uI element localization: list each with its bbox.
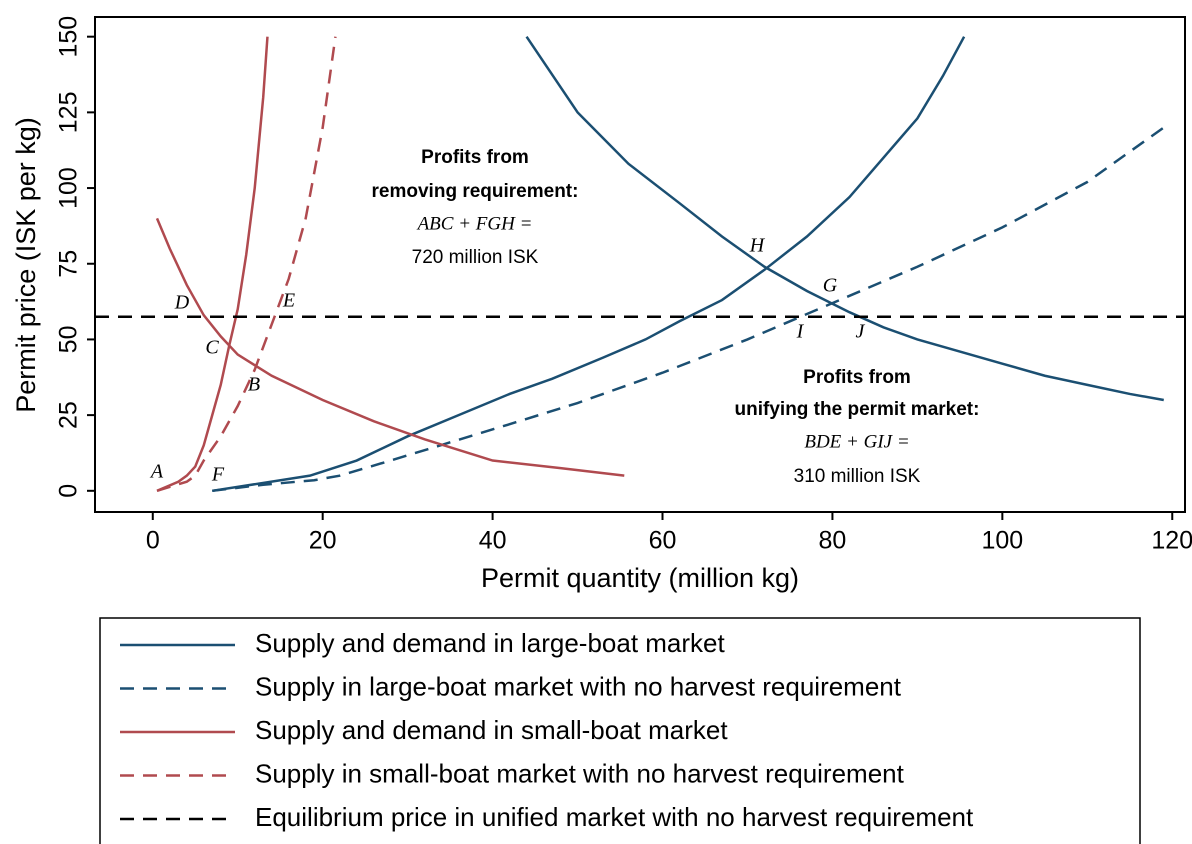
point-label: D [174, 292, 190, 314]
y-tick-label: 100 [55, 167, 83, 209]
point-label: I [796, 321, 805, 343]
x-tick-label: 60 [649, 527, 677, 555]
legend-box [99, 617, 1141, 844]
x-tick-label: 0 [146, 527, 160, 555]
x-tick-label: 40 [479, 527, 507, 555]
point-label: E [282, 290, 295, 312]
annotation: 310 million ISK [794, 466, 921, 487]
point-label: C [205, 337, 219, 359]
series-line [156, 36, 269, 492]
point-label: G [823, 275, 838, 297]
x-tick-label: 120 [1151, 527, 1192, 555]
x-tick-label: 80 [819, 527, 847, 555]
legend-label: Supply in large-boat market with no harv… [255, 671, 902, 701]
y-tick-label: 125 [55, 92, 83, 134]
annotation: BDE + GIJ = [804, 431, 909, 452]
series-line [212, 36, 966, 493]
x-tick-label: 100 [981, 527, 1023, 555]
legend-label: Supply in small-boat market with no harv… [255, 758, 905, 788]
legend-label: Equilibrium price in unified market with… [255, 802, 974, 832]
point-label: A [149, 461, 164, 483]
y-axis-title: Permit price (ISK per kg) [11, 117, 41, 413]
point-label: J [856, 321, 866, 343]
x-axis-title: Permit quantity (million kg) [481, 563, 799, 593]
y-tick-label: 150 [55, 16, 83, 58]
y-tick-label: 75 [55, 250, 83, 278]
annotation: Profits from [421, 147, 529, 168]
legend-label: Supply and demand in small-boat market [255, 715, 728, 745]
series-line [155, 217, 625, 477]
y-tick-label: 0 [55, 484, 83, 498]
series-line [525, 35, 1164, 402]
point-label: B [248, 374, 260, 396]
annotation: unifying the permit market: [735, 399, 980, 420]
y-tick-label: 25 [55, 401, 83, 429]
annotation: removing requirement: [372, 181, 579, 202]
series-line [156, 36, 337, 493]
annotation: ABC + FGH = [416, 213, 533, 234]
point-label: H [749, 235, 766, 257]
x-tick-label: 20 [309, 527, 337, 555]
annotation: 720 million ISK [412, 247, 539, 268]
legend-label: Supply and demand in large-boat market [255, 628, 726, 658]
y-tick-label: 50 [55, 326, 83, 354]
point-label: F [211, 464, 225, 486]
plot-frame [94, 16, 1186, 513]
series-line [212, 126, 1165, 493]
annotation: Profits from [803, 367, 911, 388]
